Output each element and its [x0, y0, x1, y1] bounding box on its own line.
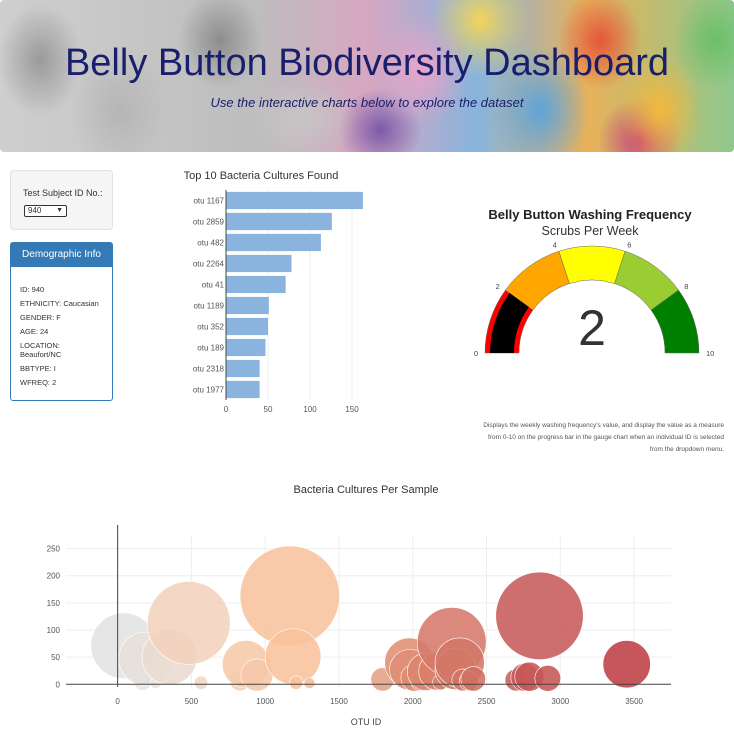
- bubble-point[interactable]: [289, 675, 304, 690]
- bar-y-tick-label: otu 2264: [193, 260, 225, 269]
- gauge-note-line: Displays the weekly washing frequency's …: [483, 422, 724, 429]
- bubble-x-tick-label: 1000: [256, 697, 274, 706]
- bubble-x-tick-label: 500: [185, 697, 199, 706]
- bubble-y-tick-label: 250: [47, 545, 61, 554]
- gauge-note-line: from 0-10 on the progress bar in the gau…: [488, 434, 724, 441]
- bar-otu-2264[interactable]: [226, 254, 292, 273]
- bubble-point[interactable]: [460, 666, 486, 692]
- gauge-title: Belly Button Washing Frequency: [488, 207, 692, 222]
- bubble-x-axis-label: OTU ID: [351, 717, 382, 727]
- bubble-chart-title: Bacteria Cultures Per Sample: [294, 484, 439, 496]
- bar-otu-1189[interactable]: [226, 296, 269, 315]
- bubble-y-tick-label: 50: [51, 653, 60, 662]
- bar-otu-2318[interactable]: [226, 359, 260, 378]
- gauge-tick-label: 6: [627, 241, 631, 250]
- bar-otu-1167[interactable]: [226, 191, 363, 210]
- gauge-tick-label: 4: [553, 241, 557, 250]
- gauge-value-bar: [490, 293, 529, 353]
- demographic-panel-heading: Demographic Info: [11, 243, 112, 267]
- bubble-y-tick-label: 150: [47, 599, 61, 608]
- subject-id-selected: 940: [28, 206, 42, 215]
- demographic-age: AGE: 24: [20, 327, 49, 336]
- subject-id-dropdown[interactable]: 940 ▼: [24, 205, 67, 217]
- bar-y-tick-label: otu 189: [197, 344, 224, 353]
- bar-x-tick-label: 0: [224, 405, 229, 414]
- gauge-tick-label: 0: [474, 349, 478, 358]
- bubble-point[interactable]: [147, 581, 231, 665]
- page-title: Belly Button Biodiversity Dashboard: [64, 42, 670, 84]
- gauge-value-label: 2: [578, 300, 606, 356]
- demographic-gender: GENDER: F: [20, 313, 61, 322]
- subject-selector-well: Test Subject ID No.: 940 ▼: [10, 170, 113, 230]
- bar-otu-189[interactable]: [226, 338, 266, 357]
- gauge-band: [558, 245, 626, 284]
- bubble-point[interactable]: [193, 675, 209, 690]
- gauge-band: [650, 289, 700, 354]
- header-banner: Belly Button Biodiversity Dashboard Use …: [0, 0, 734, 152]
- gauge-tick-label: 8: [684, 282, 688, 291]
- bubble-x-tick-label: 1500: [330, 697, 348, 706]
- bar-x-tick-label: 150: [345, 405, 359, 414]
- bar-chart-title: Top 10 Bacteria Cultures Found: [184, 170, 339, 182]
- bar-x-tick-label: 100: [303, 405, 317, 414]
- demographic-bbtype: BBTYPE: I: [20, 364, 56, 373]
- demographic-wfreq: WFREQ: 2: [20, 378, 57, 387]
- bar-y-tick-label: otu 1977: [193, 386, 225, 395]
- bar-otu-1977[interactable]: [226, 380, 260, 399]
- demographic-ethnicity: ETHNICITY: Caucasian: [20, 299, 99, 308]
- bubble-point[interactable]: [495, 571, 584, 660]
- bubble-point[interactable]: [303, 677, 316, 690]
- bar-otu-352[interactable]: [226, 317, 268, 336]
- bubble-x-tick-label: 2000: [404, 697, 422, 706]
- demographic-panel: Demographic Info ID: 940 ETHNICITY: Cauc…: [10, 242, 113, 401]
- gauge-description: Displays the weekly washing frequency's …: [440, 420, 724, 456]
- bubble-y-tick-label: 200: [47, 572, 61, 581]
- bubble-x-tick-label: 3500: [625, 697, 643, 706]
- bar-y-tick-label: otu 482: [197, 239, 224, 248]
- bubble-x-tick-label: 2500: [478, 697, 496, 706]
- subject-selector-label: Test Subject ID No.:: [23, 188, 103, 198]
- bubble-point[interactable]: [264, 628, 322, 685]
- bar-y-tick-label: otu 1167: [193, 197, 224, 206]
- bubble-x-tick-label: 3000: [551, 697, 569, 706]
- bar-otu-482[interactable]: [226, 233, 321, 252]
- bubble-point[interactable]: [602, 640, 651, 689]
- bar-y-tick-label: otu 2318: [193, 365, 225, 374]
- top10-bar-chart[interactable]: Top 10 Bacteria Cultures Found 0 50 100 150 o…: [130, 160, 390, 420]
- bar-y-tick-label: otu 1189: [193, 302, 224, 311]
- bar-otu-2859[interactable]: [226, 212, 332, 231]
- washing-frequency-gauge[interactable]: Belly Button Washing Frequency Scrubs Per…: [440, 200, 734, 370]
- page-subtitle: Use the interactive charts below to expl…: [210, 95, 524, 110]
- bar-y-tick-label: otu 41: [202, 281, 225, 290]
- bubble-point[interactable]: [534, 665, 562, 692]
- bar-y-tick-label: otu 352: [197, 323, 224, 332]
- gauge-note-line: from the dropdown menu.: [649, 446, 724, 453]
- chevron-down-icon: ▼: [56, 207, 63, 214]
- bar-otu-41[interactable]: [226, 275, 286, 294]
- gauge-tick-label: 10: [706, 349, 714, 358]
- bubble-chart[interactable]: Bacteria Cultures Per Sample 0 50 100 150 200…: [0, 475, 734, 733]
- bar-y-tick-label: otu 2859: [193, 218, 225, 227]
- gauge-tick-label: 2: [496, 282, 500, 291]
- bubble-x-tick-label: 0: [115, 697, 120, 706]
- bar-x-tick-label: 50: [264, 405, 273, 414]
- bubble-y-tick-label: 100: [47, 626, 61, 635]
- demographic-location: LOCATION: Beaufort/NC: [20, 341, 62, 359]
- demographic-id: ID: 940: [20, 285, 45, 294]
- demographic-panel-body: ID: 940 ETHNICITY: Caucasian GENDER: F A…: [11, 267, 112, 390]
- gauge-subtitle: Scrubs Per Week: [541, 224, 639, 238]
- bubble-y-tick-label: 0: [56, 680, 61, 689]
